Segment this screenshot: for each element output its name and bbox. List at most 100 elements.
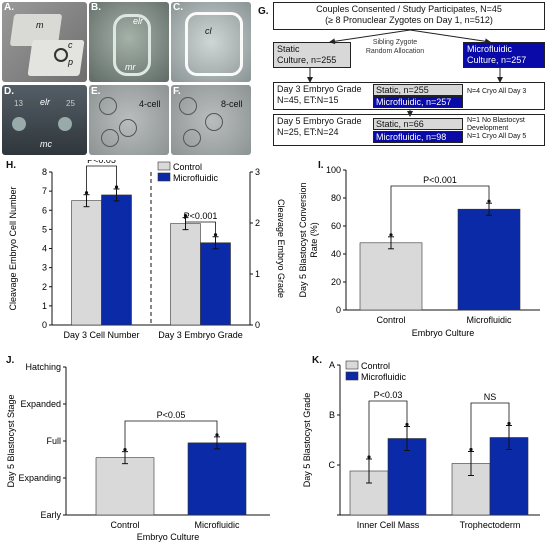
chart-i: 0 20 40 60 80 100 Day 5 Blastocyst Conversion R… (298, 165, 540, 338)
j-y-label: Day 5 Blastocyst Stage (6, 394, 16, 487)
photo-panel-d: elr mc 13 25 (2, 85, 87, 155)
h-right-axis-label: Cleavage Embryo Grade (276, 199, 286, 298)
photo-c-label-cl: cl (205, 26, 212, 36)
j-bar-0 (95, 457, 155, 516)
k-legend-micro-swatch (345, 371, 359, 381)
h-sig-1-dot2 (114, 185, 119, 189)
k-bar-1-1 (489, 437, 529, 516)
flow-d5-static: Static, n=66 (373, 118, 463, 130)
flow-d5-right3: N=1 Cryo All Day 5 (467, 133, 527, 140)
flow-top-line2: (≥ 8 Pronuclear Zygotes on Day 1, n=512) (325, 15, 493, 25)
k-tick-label: A (329, 360, 335, 370)
flow-sibling-text: Sibling Zygote Random Allocation (355, 38, 435, 56)
j-bar-1 (187, 442, 247, 516)
h-left-tick-label: 5 (42, 224, 47, 234)
photo-panel-b: elr mr (89, 2, 169, 82)
flow-static-line1: Static (277, 44, 300, 54)
h-bar-0-1 (101, 194, 132, 326)
k-y-label: Day 5 Blastocyst Grade (302, 393, 312, 488)
h-legend-control-swatch (157, 161, 171, 171)
photo-panel-c: cl (171, 2, 251, 82)
j-tick-label: Early (40, 510, 61, 520)
flow-d5-left2: N=25, ET:N=24 (277, 127, 339, 137)
flow-d3-micro: Microfluidic, n=257 (373, 96, 463, 108)
k-sig-1-label: P<0.03 (374, 390, 403, 400)
flow-micro-box: Microfluidic Culture, n=257 (463, 42, 545, 68)
panel-label-j: J. (6, 355, 15, 366)
flow-d3-right: N=4 Cryo All Day 3 (467, 88, 527, 95)
j-tick-label: Expanding (18, 473, 61, 483)
h-left-tick-label: 0 (42, 320, 47, 330)
j-sig-label: P<0.05 (157, 410, 186, 420)
i-sig-label: P<0.001 (423, 175, 457, 185)
k-category-label: Inner Cell Mass (357, 520, 420, 530)
h-sig-1-bracket (86, 165, 117, 193)
flow-d5-right: N=1 No Blastocyst Development N=1 Cryo A… (467, 117, 526, 141)
i-y-label-1: Day 5 Blastocyst Conversion (298, 182, 308, 297)
i-category-label: Microfluidic (466, 315, 512, 325)
h-sig-1-dot1 (84, 191, 89, 195)
photo-panel-e: 4-cell (89, 85, 169, 155)
panel-label-i: I. (318, 160, 324, 171)
k-sig-1-bracket (368, 400, 408, 457)
photo-f-label-8cell: 8-cell (221, 99, 243, 109)
k-legend-control-swatch (345, 360, 359, 370)
photo-a-label-p: p (68, 57, 74, 67)
j-sig-dot1 (123, 448, 127, 452)
h-right-tick-label: 2 (255, 218, 260, 228)
flow-d3-static: Static, n=255 (373, 84, 463, 96)
k-tick-label: C (329, 460, 336, 470)
j-tick-label: Full (46, 436, 61, 446)
flow-d3-left1: Day 3 Embryo Grade (277, 84, 362, 94)
h-left-tick-label: 7 (42, 186, 47, 196)
h-sig-2-dot1 (183, 214, 188, 218)
k-legend-control-label: Control (361, 361, 390, 371)
h-bar-1-1 (200, 242, 231, 326)
i-sig-dot1 (389, 233, 393, 237)
j-sig-dot2 (215, 433, 219, 437)
k-sig-2-label: NS (484, 392, 497, 402)
k-sig-2-bracket (470, 402, 510, 450)
flow-micro-line1: Microfluidic (467, 44, 513, 54)
h-sig-2-label: P<0.001 (184, 211, 218, 221)
h-sig-2-bracket (185, 215, 216, 235)
photo-b-label-elr: elr (133, 16, 144, 26)
i-tick-label: 20 (331, 277, 341, 287)
j-tick-label: Expanded (20, 399, 61, 409)
k-sig-1-dot1 (367, 455, 371, 459)
flow-static-line2: Culture, n=255 (277, 55, 337, 65)
h-bar-0-0 (71, 200, 102, 326)
flow-static-box: Static Culture, n=255 (273, 42, 351, 68)
h-sig-1-label: P<0.05 (87, 160, 116, 165)
j-category-label: Microfluidic (194, 520, 240, 530)
flow-random-label: Random Allocation (365, 48, 425, 55)
photo-a-label-m: m (36, 20, 44, 30)
k-sig-2-dot2 (507, 421, 511, 426)
flow-d5-micro: Microfluidic, n=98 (373, 131, 463, 143)
photo-panel-a: m c p (2, 2, 87, 82)
photo-b-label-mr: mr (125, 62, 136, 72)
h-left-axis-label: Cleavage Embryo Cell Number (8, 186, 18, 310)
panel-label-d: D. (4, 86, 14, 97)
panel-label-e: E. (91, 86, 101, 97)
i-category-label: Control (376, 315, 405, 325)
i-tick-label: 0 (336, 305, 341, 315)
photo-d-label-mc: mc (40, 139, 52, 149)
h-sig-2-dot2 (213, 233, 218, 237)
h-category-label: Day 3 Cell Number (63, 330, 139, 340)
panel-label-f: F. (173, 86, 181, 97)
panel-label-h: H. (6, 160, 16, 171)
j-sig-bracket (124, 420, 218, 450)
panel-label-g: G. (258, 6, 269, 17)
k-sig-1-dot2 (405, 422, 409, 427)
h-left-tick-label: 2 (42, 282, 47, 292)
arrow-to-static (329, 29, 411, 45)
k-sig-2-dot1 (469, 447, 473, 452)
k-tick-label: B (329, 410, 335, 420)
panel-label-b: B. (91, 2, 101, 13)
h-left-tick-label: 8 (42, 167, 47, 177)
panel-label-k: K. (312, 355, 322, 366)
k-legend-micro-label: Microfluidic (361, 372, 407, 382)
flow-d3-left2: N=45, ET:N=15 (277, 95, 339, 105)
flow-top-line1: Couples Consented / Study Participates, … (316, 4, 502, 14)
